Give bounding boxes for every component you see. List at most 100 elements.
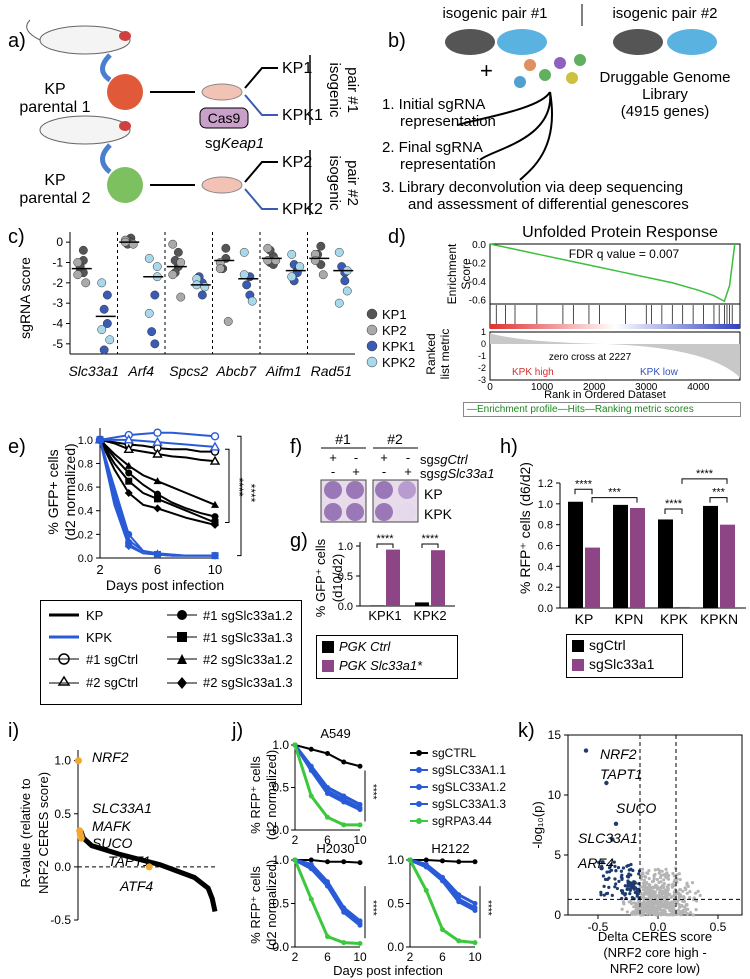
c-category-label: Arf4 [127,363,154,379]
k-point [670,885,674,889]
e-xlabel: Days post infection [106,577,224,593]
k-point [694,891,698,895]
j-xtick-label: 2 [407,950,414,964]
k-gene-label: TAPT1 [600,766,643,782]
c-point [176,292,186,302]
j-point [357,807,363,813]
k-gene-label: SLC33A1 [578,830,638,846]
tumor-2-icon [107,167,143,203]
e-legend-s13: #1 sgSlc33a1.3 [203,630,293,645]
i-ytick-label: 0.0 [54,860,71,874]
j-point [308,768,314,773]
k-point [643,874,647,879]
panel-f-image: #1 #2 + - + - - + - + [320,431,419,523]
sgkeap-label: sgKeap1 [205,135,264,152]
c-point [239,247,249,257]
d-ytick-label: -0.6 [469,295,487,306]
svg-text:-: - [406,450,410,465]
panel-b-label: b) [388,30,406,52]
d-ylabel-bot-b: list metric [438,329,452,380]
step2-a: 2. Final sgRNA [382,139,483,156]
k-point [672,880,676,884]
svg-text:-: - [331,464,335,479]
k-point [599,890,603,894]
d-enrichment-line [489,243,736,303]
c-point [73,258,83,267]
k-point [640,867,645,871]
k-point [677,898,681,902]
k-point [629,873,633,877]
c-point [316,241,326,251]
c-point [263,256,273,265]
mouse-2-icon [39,115,131,145]
k-point [632,880,636,884]
k-point [601,874,606,878]
panel-j-label: j) [232,720,244,742]
c-ytick-label: -3 [52,296,63,310]
k-point [672,874,676,878]
cells-pair2-icon [613,29,717,55]
c-point [105,335,115,345]
k-xtick-label: -0.5 [588,920,609,934]
kp1-label: KP1 [282,60,312,77]
d-xtick-label: 3000 [635,382,658,393]
h-ytick-label: 0.8 [538,520,553,532]
lib-label-2: Library [642,86,688,103]
k-point [640,873,644,877]
k-point [660,869,664,873]
crystal-violet-plate-1 [320,479,367,523]
panel-d-label: d) [388,226,406,248]
k-point [641,908,645,912]
k-point [668,892,672,897]
k-xlabel-b: (NRF2 core high - [603,945,706,960]
i-gene-label: SLC33A1 [92,800,152,816]
h-ylabel: % RFP⁺ cells (d6/d2) [517,462,533,594]
j-xtick-label: 10 [468,950,482,964]
k-point [684,903,688,907]
e-ytick-label: 1.0 [78,435,93,447]
d-rank-ytick: 0 [481,339,486,349]
e-ytick-label: 0.8 [78,458,93,470]
e-point [210,432,220,441]
c-point [128,239,138,249]
k-point [671,912,675,916]
j-legend-label: sgCTRL [432,746,476,760]
e-xtick-label: 2 [96,562,103,577]
i-ytick-label: 1.0 [54,754,71,768]
k-point [637,872,641,876]
g-bracket [376,543,394,548]
d-ytick-label: -0.2 [469,258,487,269]
e-legend-s23: #2 sgSlc33a1.3 [203,675,293,690]
e-sig-1: **** [232,478,246,497]
g-sig: **** [376,533,394,545]
svg-text:+: + [380,450,388,465]
j-ylabel-b-bot: (d2 normalized) [264,860,279,950]
k-point [684,887,688,891]
h-legend-swatch-1 [572,640,584,652]
j-point [423,864,429,870]
chart-h: % RFP⁺ cells (d6/d2) 0.0 0.2 0.4 0.6 0.8 1.0 1… [517,462,746,627]
pair2-title: isogenic pair #2 [612,5,717,22]
kpk1-label: KPK1 [282,107,323,124]
j-panel-title: H2030 [316,841,354,856]
k-point [695,899,699,903]
k-point [639,892,644,896]
k-point [605,891,610,895]
kp2-label: KP2 [282,154,312,171]
k-point [641,913,645,917]
c-point [168,239,178,249]
k-point [685,882,689,887]
k-point [660,911,665,915]
c-category-label: Abcb7 [215,363,257,379]
k-point [667,874,671,878]
h-bracket-kpk-kpkn-label: **** [696,468,714,480]
g-ylabel-b: (d10/d2) [330,554,345,602]
k-point [607,885,611,889]
h-legend-swatch-2 [572,659,584,671]
k-point [647,876,651,881]
i-ytick-label: 0.5 [54,807,71,821]
k-point [620,873,624,877]
e-point [124,542,133,551]
g-sig: **** [421,533,439,545]
k-point [629,867,633,871]
